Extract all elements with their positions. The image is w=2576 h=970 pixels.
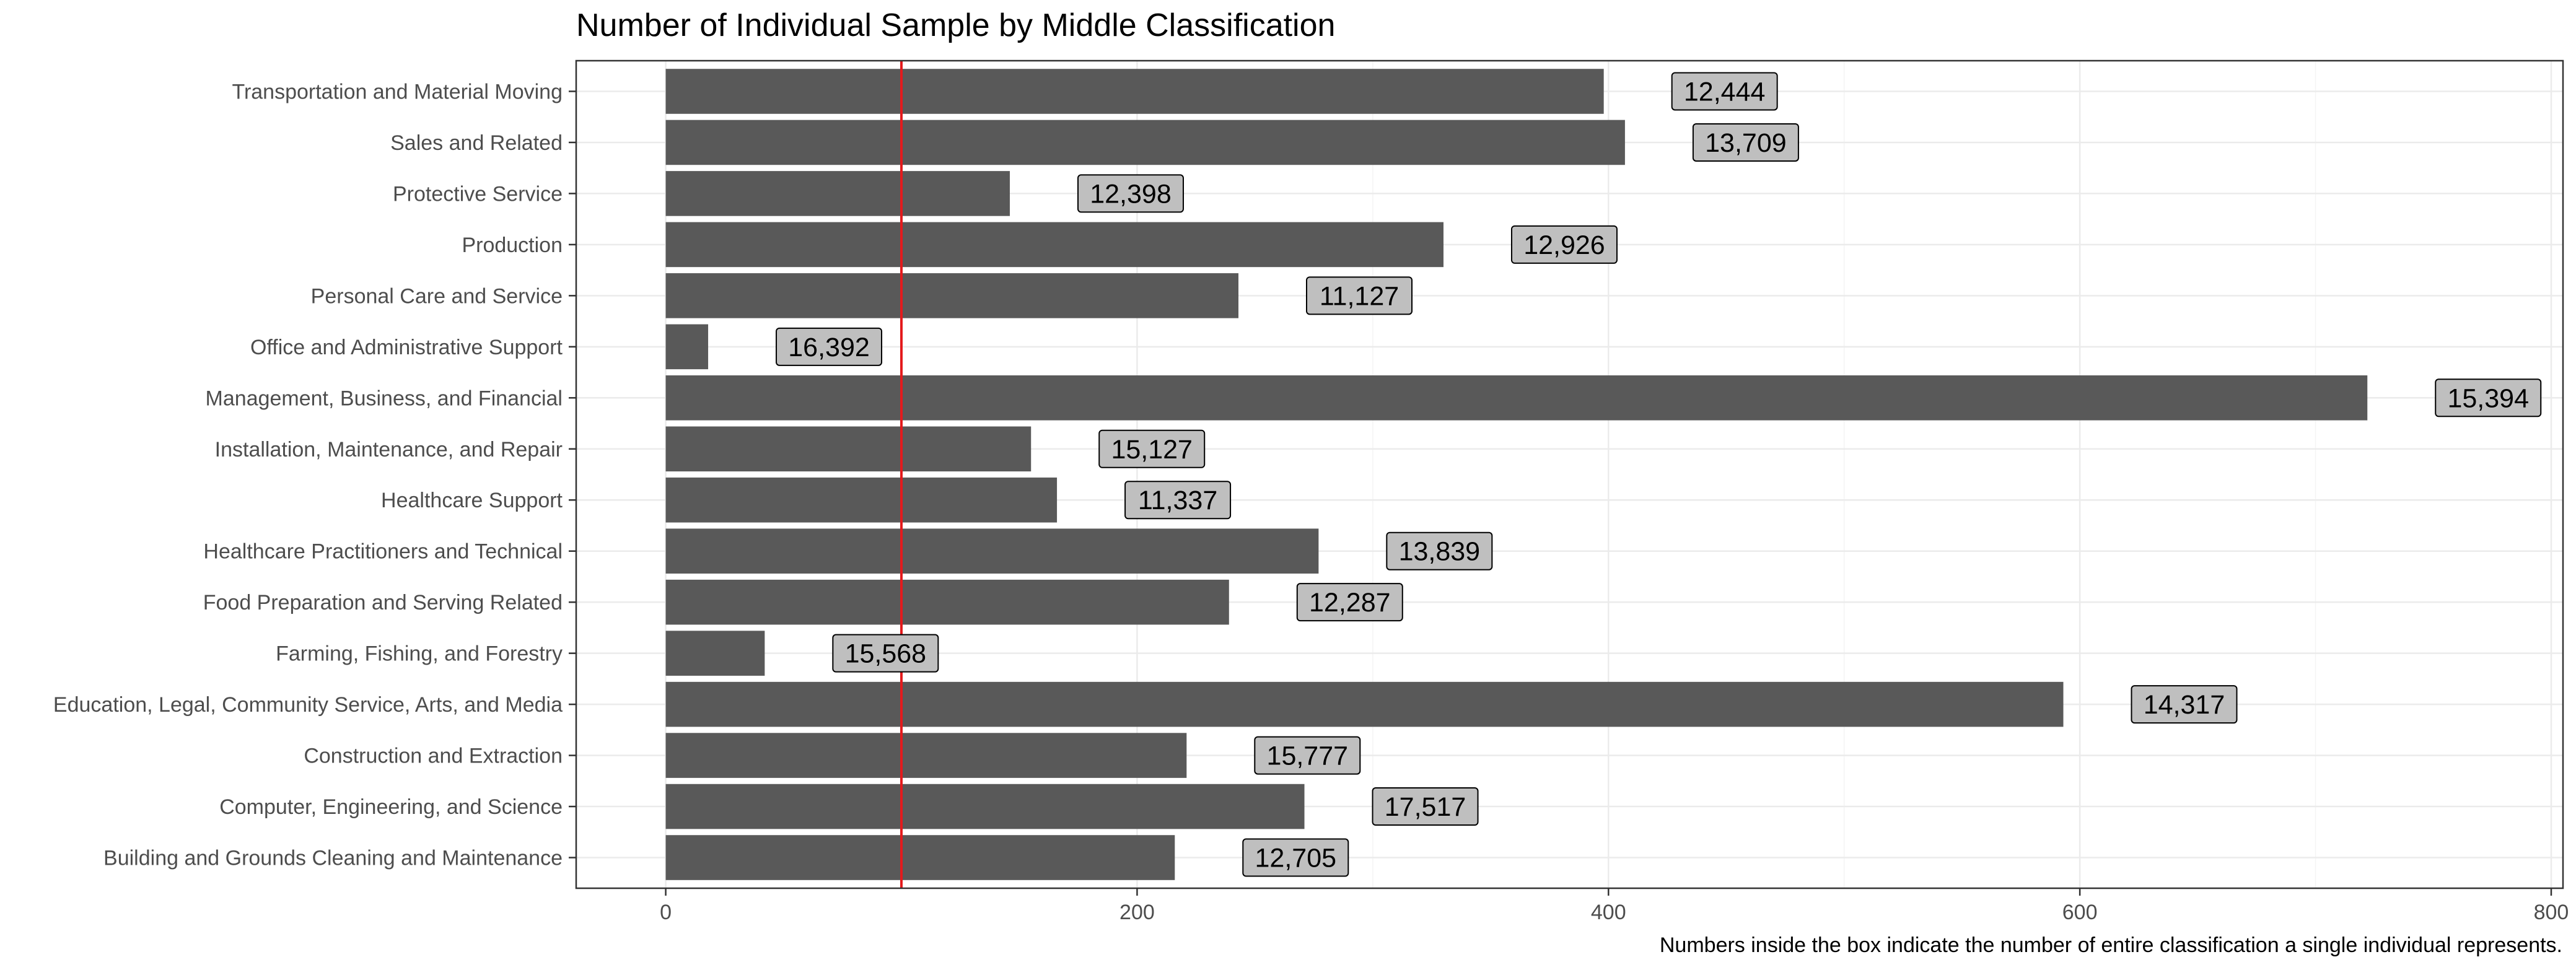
data-label-text: 15,777 xyxy=(1267,741,1349,771)
data-label-text: 12,444 xyxy=(1684,77,1766,107)
data-label-text: 14,317 xyxy=(2144,690,2225,720)
data-label: 12,287 xyxy=(1296,583,1403,622)
data-label: 11,337 xyxy=(1124,481,1232,520)
data-label-box xyxy=(1692,123,1799,162)
data-label: 15,568 xyxy=(832,634,939,673)
data-label: 14,317 xyxy=(2131,685,2238,724)
bar xyxy=(665,222,1444,268)
category-label: Personal Care and Service xyxy=(311,284,563,308)
data-label-text: 13,839 xyxy=(1399,537,1481,567)
data-label-text: 11,337 xyxy=(1138,486,1217,515)
chart-title: Number of Individual Sample by Middle Cl… xyxy=(576,7,1335,43)
data-label: 17,517 xyxy=(1372,787,1479,826)
data-label: 12,398 xyxy=(1077,174,1184,213)
data-label: 12,926 xyxy=(1510,225,1618,264)
category-label: Food Preparation and Serving Related xyxy=(203,591,563,614)
x-tick-label: 600 xyxy=(2062,901,2098,924)
data-label: 13,839 xyxy=(1386,531,1493,570)
data-label-box xyxy=(776,327,883,366)
bar xyxy=(665,477,1058,523)
bar xyxy=(665,579,1229,625)
category-label: Transportation and Material Moving xyxy=(232,80,563,103)
x-axis: 0 200 400 600 800 xyxy=(660,888,2569,924)
category-label: Installation, Maintenance, and Repair xyxy=(215,438,563,461)
bar xyxy=(665,681,2064,727)
data-label: 15,127 xyxy=(1098,429,1206,468)
category-label: Farming, Fishing, and Forestry xyxy=(276,642,563,666)
bar xyxy=(665,69,1604,114)
data-label: 13,709 xyxy=(1692,123,1799,162)
data-label-box xyxy=(1254,736,1361,775)
category-label: Construction and Extraction xyxy=(304,745,563,768)
category-label: Healthcare Practitioners and Technical xyxy=(203,540,563,564)
data-label: 12,444 xyxy=(1671,72,1778,111)
chart-caption: Numbers inside the box indicate the numb… xyxy=(1660,933,2562,957)
category-label: Protective Service xyxy=(393,182,563,206)
category-label: Production xyxy=(462,234,563,257)
data-label-box xyxy=(1124,481,1232,520)
data-label-text: 15,394 xyxy=(2447,383,2529,413)
data-label-text: 15,568 xyxy=(845,639,927,669)
data-label-text: 15,127 xyxy=(1111,435,1193,465)
data-label: 15,777 xyxy=(1254,736,1361,775)
category-label: Office and Administrative Support xyxy=(250,336,563,359)
data-label: 11,127 xyxy=(1306,276,1413,315)
data-label-text: 17,517 xyxy=(1385,792,1466,822)
bar xyxy=(665,528,1319,574)
bar xyxy=(665,120,1625,165)
data-label-box xyxy=(1296,583,1403,622)
data-labels: 12,444 13,709 12,398 12,926 11,127 16,392 15,3… xyxy=(776,72,2542,877)
data-label-box xyxy=(1510,225,1618,264)
data-label-text: 12,705 xyxy=(1255,844,1337,873)
data-label-text: 13,709 xyxy=(1705,128,1787,158)
data-label-box xyxy=(2435,378,2542,417)
data-label-box xyxy=(1372,787,1479,826)
data-label-text: 11,127 xyxy=(1320,281,1399,311)
plot-panel-border xyxy=(575,59,2564,889)
data-label-text: 12,287 xyxy=(1309,588,1391,618)
x-tick-label: 400 xyxy=(1591,901,1626,924)
data-label: 16,392 xyxy=(776,327,883,366)
bar xyxy=(665,273,1238,318)
data-label-box xyxy=(1077,174,1184,213)
x-tick-label: 0 xyxy=(660,901,672,924)
bar xyxy=(665,733,1187,778)
bar xyxy=(665,835,1175,880)
category-label: Building and Grounds Cleaning and Mainte… xyxy=(103,847,563,870)
data-label-box xyxy=(832,634,939,673)
data-label-box xyxy=(1386,531,1493,570)
bar xyxy=(665,426,1032,472)
data-label-box xyxy=(1098,429,1206,468)
data-label-text: 12,926 xyxy=(1523,230,1605,260)
category-axis: Transportation and Material Moving Sales … xyxy=(53,80,576,870)
x-tick-label: 800 xyxy=(2534,901,2569,924)
bar xyxy=(665,784,1305,829)
bar xyxy=(665,631,765,676)
data-label: 15,394 xyxy=(2435,378,2542,417)
category-label: Computer, Engineering, and Science xyxy=(219,795,563,819)
data-label: 12,705 xyxy=(1242,838,1349,877)
bar xyxy=(665,171,1010,216)
category-label: Education, Legal, Community Service, Art… xyxy=(53,693,563,717)
data-label-text: 16,392 xyxy=(788,333,870,362)
data-label-text: 12,398 xyxy=(1090,179,1172,209)
category-label: Sales and Related xyxy=(390,131,563,155)
category-label: Healthcare Support xyxy=(381,489,563,512)
x-tick-label: 200 xyxy=(1119,901,1155,924)
bar xyxy=(665,324,709,370)
bar xyxy=(665,375,2368,421)
data-label-box xyxy=(1306,276,1413,315)
data-label-box xyxy=(2131,685,2238,724)
data-label-box xyxy=(1242,838,1349,877)
category-label: Management, Business, and Financial xyxy=(206,387,563,410)
bars xyxy=(665,69,2368,880)
data-label-box xyxy=(1671,72,1778,111)
